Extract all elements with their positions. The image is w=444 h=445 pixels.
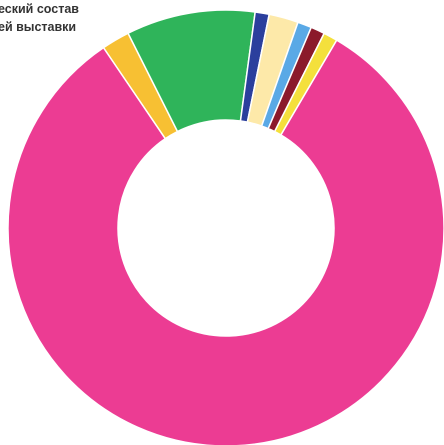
donut-slice-8 [273, 32, 338, 136]
chart-title-line-2: ей выставки [0, 20, 77, 34]
chart-title: еский состав ей выставки [0, 0, 79, 36]
chart-title-line-1: еский состав [0, 2, 79, 16]
donut-slice-1 [7, 39, 444, 445]
